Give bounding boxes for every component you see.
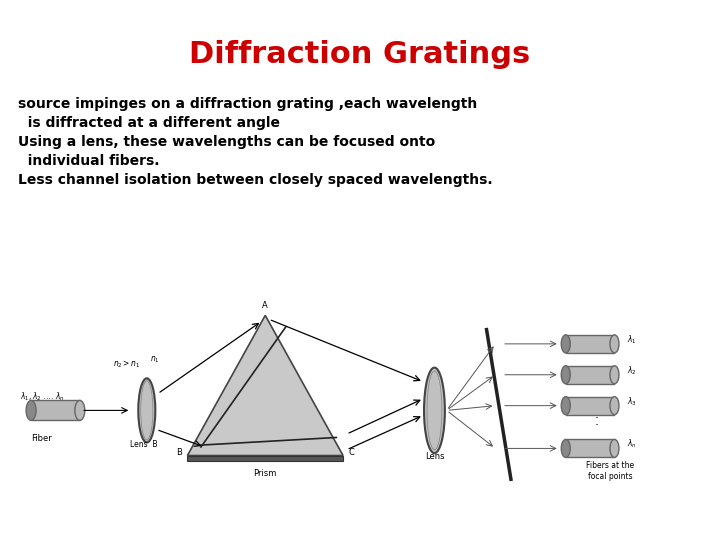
Ellipse shape xyxy=(562,366,570,384)
Ellipse shape xyxy=(610,335,619,353)
Text: $\lambda_1$: $\lambda_1$ xyxy=(627,333,637,346)
Text: B: B xyxy=(176,448,182,457)
Text: $\lambda_n$: $\lambda_n$ xyxy=(627,438,637,450)
Bar xyxy=(187,456,343,461)
Text: Lens: Lens xyxy=(425,452,444,461)
Ellipse shape xyxy=(140,381,153,440)
Text: $n_1$: $n_1$ xyxy=(150,355,160,366)
Text: is diffracted at a different angle: is diffracted at a different angle xyxy=(18,116,280,130)
Text: $n_2 > n_1$: $n_2 > n_1$ xyxy=(113,359,140,370)
Text: Fibers at the
focal points: Fibers at the focal points xyxy=(586,461,634,481)
Bar xyxy=(566,335,614,353)
Ellipse shape xyxy=(610,366,619,384)
Text: source impinges on a diffraction grating ,each wavelength: source impinges on a diffraction grating… xyxy=(18,97,477,111)
Text: $\lambda_2$: $\lambda_2$ xyxy=(627,364,637,377)
Text: C: C xyxy=(348,448,354,457)
Text: $\lambda_1, \lambda_2$ .... $\lambda_n$: $\lambda_1, \lambda_2$ .... $\lambda_n$ xyxy=(20,391,65,403)
Ellipse shape xyxy=(562,396,570,415)
Text: Using a lens, these wavelengths can be focused onto: Using a lens, these wavelengths can be f… xyxy=(18,135,436,149)
Text: A: A xyxy=(262,301,268,310)
Text: Lens  B: Lens B xyxy=(130,441,157,449)
Ellipse shape xyxy=(138,379,156,442)
Ellipse shape xyxy=(610,396,619,415)
Ellipse shape xyxy=(562,440,570,457)
Text: ·: · xyxy=(595,420,599,433)
Text: Fiber: Fiber xyxy=(32,434,53,443)
Bar xyxy=(566,440,614,457)
Text: Diffraction Gratings: Diffraction Gratings xyxy=(189,40,531,69)
Ellipse shape xyxy=(610,440,619,457)
Ellipse shape xyxy=(562,335,570,353)
Ellipse shape xyxy=(26,401,36,420)
Text: $\lambda_3$: $\lambda_3$ xyxy=(627,395,637,408)
Text: Less channel isolation between closely spaced wavelengths.: Less channel isolation between closely s… xyxy=(18,173,492,187)
Bar xyxy=(31,401,80,420)
Text: ·: · xyxy=(595,412,599,426)
Bar xyxy=(566,366,614,384)
Text: Prism: Prism xyxy=(253,469,277,477)
Ellipse shape xyxy=(424,368,445,453)
Ellipse shape xyxy=(427,371,442,450)
Bar xyxy=(566,396,614,415)
Ellipse shape xyxy=(75,401,85,420)
Polygon shape xyxy=(187,315,343,456)
Text: individual fibers.: individual fibers. xyxy=(18,154,160,168)
